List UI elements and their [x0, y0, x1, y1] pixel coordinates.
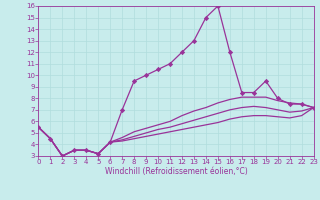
X-axis label: Windchill (Refroidissement éolien,°C): Windchill (Refroidissement éolien,°C) — [105, 167, 247, 176]
